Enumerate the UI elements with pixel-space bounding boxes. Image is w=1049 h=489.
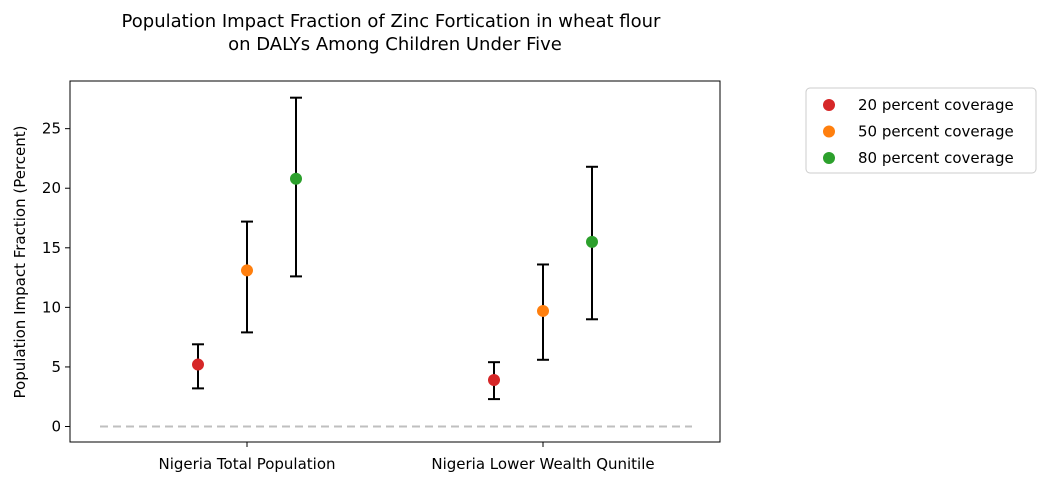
data-point xyxy=(290,172,302,185)
legend-label: 20 percent coverage xyxy=(858,96,1014,114)
x-tick-label: Nigeria Total Population xyxy=(158,455,335,473)
data-point xyxy=(241,264,253,277)
legend-label: 50 percent coverage xyxy=(858,123,1014,141)
x-tick-label: Nigeria Lower Wealth Qunitile xyxy=(431,455,654,473)
data-point xyxy=(488,374,500,387)
legend-box xyxy=(805,87,1037,174)
data-point xyxy=(537,304,549,317)
y-tick-label: 15 xyxy=(42,239,61,257)
chart-title-line-2: on DALYs Among Children Under Five xyxy=(228,34,562,55)
data-point xyxy=(586,235,598,248)
legend: 20 percent coverage 50 percent coverage 80… xyxy=(805,87,1037,174)
y-axis-label: Population Impact Fraction (Percent) xyxy=(11,125,29,398)
plot-area: 0 5 10 15 20 25 Nigeria Total Population Nigeri… xyxy=(42,96,692,473)
plot-frame xyxy=(69,80,721,443)
y-tick-label: 10 xyxy=(42,298,61,316)
chart-title-line-1: Population Impact Fraction of Zinc Forti… xyxy=(122,11,661,32)
legend-label: 80 percent coverage xyxy=(858,149,1014,167)
legend-marker xyxy=(823,152,835,164)
y-tick-label: 5 xyxy=(51,358,61,376)
y-tick-label: 25 xyxy=(42,120,61,138)
y-tick-label: 20 xyxy=(42,179,61,197)
data-point xyxy=(192,358,204,371)
legend-marker xyxy=(823,125,835,138)
legend-marker xyxy=(823,99,835,111)
y-tick-label: 0 xyxy=(51,418,61,436)
